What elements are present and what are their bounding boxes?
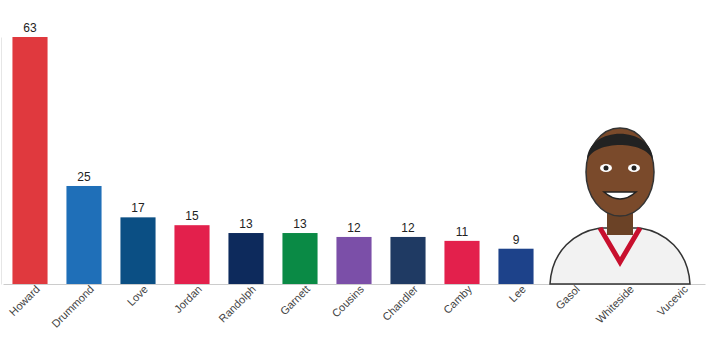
x-tick: Chandler <box>380 283 420 323</box>
portrait-eye <box>600 164 612 172</box>
x-tick-label: Whiteside <box>593 283 636 326</box>
bar <box>228 233 263 284</box>
data-label: 12 <box>401 221 415 235</box>
data-label: 15 <box>185 209 199 223</box>
x-tick-label: Drummond <box>49 283 96 330</box>
data-labels: 63 25 17 15 13 13 12 12 11 9 <box>23 21 519 247</box>
x-tick-label: Randolph <box>216 283 258 325</box>
data-label: 63 <box>23 21 37 35</box>
portrait-shirt <box>550 228 690 284</box>
bars <box>12 37 533 284</box>
x-tick: Lee <box>507 283 528 304</box>
portrait-mouth <box>604 192 636 199</box>
x-tick: Whiteside <box>593 283 636 326</box>
bar <box>444 241 479 284</box>
bar <box>390 237 425 284</box>
bar <box>12 37 47 284</box>
portrait-pupil <box>604 166 609 171</box>
x-tick: Garnett <box>278 283 312 317</box>
x-tick-label: Vucevic <box>655 283 691 319</box>
x-tick-label: Camby <box>441 283 474 316</box>
bar <box>336 237 371 284</box>
x-tick: Camby <box>441 283 474 316</box>
data-label: 17 <box>131 201 145 215</box>
x-tick-label: Love <box>125 283 150 308</box>
x-axis: HowardDrummond Love Jordan Randolph Garnett C… <box>4 283 706 330</box>
x-tick: Randolph <box>216 283 258 325</box>
x-tick: Jordan <box>172 283 204 315</box>
portrait-hair <box>587 134 653 160</box>
bar <box>282 233 317 284</box>
data-label: 11 <box>456 225 469 239</box>
y-axis-line <box>1 38 2 285</box>
data-label: 12 <box>347 221 361 235</box>
x-tick: Howard <box>7 283 42 318</box>
x-tick: Drummond <box>49 283 96 330</box>
x-tick: Love <box>125 283 150 308</box>
x-tick-label: Jordan <box>172 283 204 315</box>
portrait-pupil <box>632 166 637 171</box>
x-tick-label: Garnett <box>278 283 312 317</box>
bar <box>174 225 209 284</box>
chart-container: 63 25 17 15 13 13 12 12 11 9 HowardDrummond Love Jor… <box>0 0 708 353</box>
x-tick-label: Chandler <box>380 283 420 323</box>
x-tick: Vucevic <box>655 283 691 319</box>
x-tick-label: Gasol <box>553 283 582 312</box>
data-label: 13 <box>293 217 307 231</box>
x-tick-label: Howard <box>7 283 42 318</box>
portrait-eye <box>628 164 640 172</box>
x-tick-label: Lee <box>507 283 528 304</box>
bar <box>498 249 533 284</box>
data-label: 13 <box>239 217 253 231</box>
bar <box>120 217 155 284</box>
chart-svg: 63 25 17 15 13 13 12 12 11 9 HowardDrummond Love Jor… <box>0 0 708 353</box>
portrait-head <box>586 128 654 216</box>
data-label: 9 <box>513 233 520 247</box>
bar <box>66 186 101 284</box>
y-axis <box>1 38 2 285</box>
x-tick: Gasol <box>553 283 582 312</box>
x-tick-label: Cousins <box>329 283 366 320</box>
x-tick: Cousins <box>329 283 366 320</box>
portrait <box>550 128 690 284</box>
data-label: 25 <box>77 170 91 184</box>
